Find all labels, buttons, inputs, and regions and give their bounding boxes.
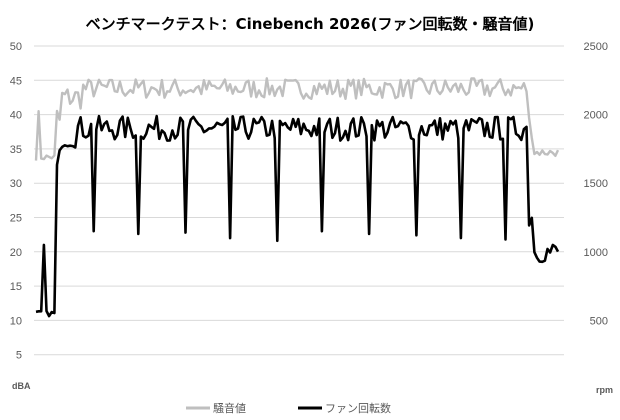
right-tick-label: 500 — [590, 315, 608, 327]
series-line-noise — [34, 77, 560, 161]
left-tick-label: 25 — [10, 213, 22, 225]
right-tick-label: 2500 — [584, 41, 608, 53]
legend-label-noise: 騒音値 — [213, 401, 246, 415]
right-axis-ticks: 500 1000 1500 2000 2500 — [584, 41, 608, 327]
left-tick-label: 10 — [10, 315, 22, 327]
left-tick-label: 20 — [10, 247, 22, 259]
left-tick-label: 50 — [10, 41, 22, 53]
left-tick-label: 15 — [10, 281, 22, 293]
chart-title: ベンチマークテスト：Cinebench 2026(ファン回転数・騒音値) — [86, 15, 535, 33]
right-tick-label: 2000 — [584, 110, 608, 122]
gridlines — [34, 45, 564, 356]
legend-label-fan: ファン回転数 — [325, 402, 391, 415]
left-tick-label: 45 — [10, 75, 22, 87]
left-axis-unit: dBA — [12, 381, 31, 391]
right-tick-label: 1000 — [584, 247, 608, 259]
series-line-fan — [35, 114, 560, 318]
left-tick-label: 30 — [10, 178, 22, 190]
left-tick-label: 5 — [16, 350, 22, 362]
right-tick-label: 1500 — [584, 178, 608, 190]
left-tick-label: 35 — [10, 144, 22, 156]
left-axis-ticks: 5 10 15 20 25 30 35 40 45 50 — [10, 41, 22, 362]
plot-lines — [34, 77, 560, 318]
right-axis-unit: rpm — [596, 385, 613, 395]
legend: 騒音値 ファン回転数 — [186, 401, 391, 415]
left-tick-label: 40 — [10, 110, 22, 122]
